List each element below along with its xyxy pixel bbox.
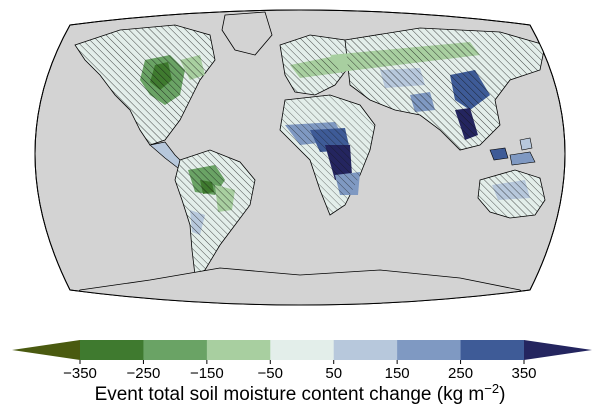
africa	[279, 94, 376, 216]
colorbar: −350 −250 −150 −50 50 150 250 350 Event total s…	[12, 340, 592, 405]
south-america	[174, 149, 256, 276]
colorbar-ticks: −350 −250 −150 −50 50 150 250 350	[63, 360, 537, 382]
colorbar-tick-label: 250	[448, 365, 473, 382]
colorbar-segment	[206, 340, 271, 360]
colorbar-segment	[524, 340, 592, 360]
colorbar-segment	[460, 340, 525, 360]
colorbar-title-exponent: −2	[484, 381, 499, 396]
se-asia-islands	[489, 137, 536, 166]
north-america	[74, 11, 273, 146]
colorbar-tick-label: 150	[385, 365, 410, 382]
colorbar-title-main: Event total soil moisture content change…	[95, 384, 485, 405]
colorbar-title: Event total soil moisture content change…	[95, 381, 506, 405]
colorbar-segment	[333, 340, 398, 360]
colorbar-segment	[12, 340, 80, 360]
colorbar-segments	[12, 340, 592, 360]
colorbar-tick-label: 350	[511, 365, 536, 382]
australia	[477, 169, 546, 219]
colorbar-tick-label: −50	[258, 365, 283, 382]
world-map	[34, 9, 566, 306]
colorbar-segment	[80, 340, 144, 360]
colorbar-tick-label: −350	[63, 365, 97, 382]
colorbar-segment	[143, 340, 208, 360]
colorbar-segment	[270, 340, 335, 360]
colorbar-tick-label: −250	[127, 365, 161, 382]
colorbar-tick-label: −150	[190, 365, 224, 382]
colorbar-title-end: )	[499, 384, 505, 405]
colorbar-tick-label: 50	[325, 365, 342, 382]
colorbar-segment	[397, 340, 462, 360]
asia	[330, 27, 546, 151]
europe	[279, 34, 351, 96]
